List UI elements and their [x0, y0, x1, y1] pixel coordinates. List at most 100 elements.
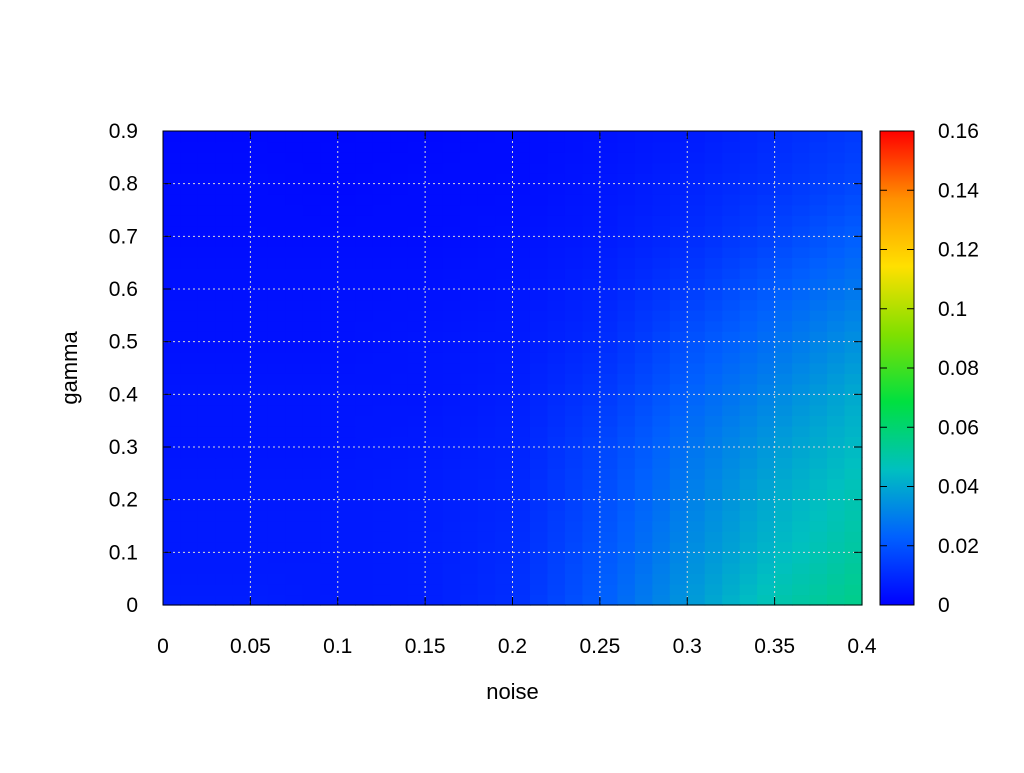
- heatmap-cell: [495, 594, 514, 606]
- heatmap-cell: [599, 594, 618, 606]
- heatmap-cell: [215, 331, 234, 343]
- heatmap-cell: [267, 373, 286, 385]
- x-tick-label: 0.15: [405, 635, 446, 658]
- heatmap-cell: [232, 489, 251, 501]
- heatmap-cell: [390, 204, 409, 216]
- heatmap-cell: [547, 562, 566, 574]
- heatmap-cell: [390, 152, 409, 164]
- heatmap-cell: [599, 562, 618, 574]
- heatmap-cell: [529, 320, 549, 332]
- heatmap-cell: [163, 162, 182, 174]
- heatmap-cell: [722, 267, 741, 280]
- heatmap-cell: [460, 204, 479, 216]
- heatmap-cell: [372, 447, 391, 459]
- heatmap-cell: [792, 267, 811, 280]
- heatmap-cell: [792, 152, 811, 164]
- heatmap-cell: [669, 204, 688, 216]
- heatmap-cell: [827, 289, 846, 301]
- heatmap-cell: [512, 278, 531, 290]
- heatmap-cell: [582, 531, 601, 543]
- heatmap-cell: [844, 552, 863, 564]
- heatmap-cell: [215, 510, 234, 522]
- heatmap-cell: [512, 436, 531, 448]
- heatmap-cell: [512, 594, 531, 606]
- heatmap-cell: [267, 541, 286, 553]
- heatmap-cell: [844, 510, 863, 522]
- heatmap-cell: [250, 489, 269, 501]
- heatmap-cell: [215, 236, 234, 248]
- heatmap-cell: [844, 299, 863, 311]
- heatmap-cell: [407, 499, 426, 511]
- heatmap-cell: [337, 510, 356, 522]
- heatmap-cell: [215, 594, 234, 606]
- heatmap-cell: [372, 489, 391, 501]
- heatmap-cell: [512, 141, 531, 153]
- heatmap-cell: [722, 152, 741, 164]
- heatmap-cell: [564, 215, 583, 227]
- heatmap-cell: [722, 289, 741, 301]
- heatmap-cell: [809, 362, 828, 374]
- heatmap-cell: [547, 415, 566, 427]
- heatmap-cell: [827, 531, 846, 543]
- heatmap-cell: [722, 183, 741, 195]
- heatmap-cell: [407, 194, 426, 206]
- heatmap-cell: [163, 583, 182, 596]
- heatmap-cell: [407, 289, 426, 301]
- heatmap-cell: [337, 204, 356, 216]
- heatmap-cell: [827, 331, 846, 343]
- heatmap-cell: [302, 447, 321, 459]
- heatmap-cell: [547, 225, 566, 237]
- heatmap-cell: [355, 383, 374, 395]
- heatmap-cell: [250, 194, 269, 206]
- heatmap-cell: [564, 267, 583, 280]
- heatmap-cell: [477, 267, 496, 280]
- heatmap-cell: [844, 520, 863, 532]
- heatmap-cell: [634, 510, 653, 522]
- heatmap-cell: [687, 320, 706, 332]
- heatmap-cell: [774, 436, 793, 448]
- heatmap-cell: [250, 573, 269, 585]
- heatmap-cell: [442, 425, 461, 438]
- heatmap-cell: [407, 425, 426, 438]
- heatmap-cell: [197, 510, 217, 522]
- heatmap-cell: [757, 583, 776, 596]
- heatmap-cell: [180, 257, 199, 269]
- heatmap-cell: [442, 373, 461, 385]
- heatmap-cell: [687, 246, 706, 258]
- heatmap-cell: [302, 457, 321, 469]
- heatmap-cell: [827, 425, 846, 438]
- heatmap-cell: [564, 499, 583, 511]
- heatmap-cell: [495, 246, 514, 258]
- heatmap-cell: [425, 246, 444, 258]
- heatmap-cell: [390, 468, 409, 480]
- heatmap-cell: [634, 552, 653, 564]
- heatmap-cell: [460, 310, 479, 322]
- heatmap-cell: [827, 510, 846, 522]
- heatmap-cell: [704, 278, 723, 290]
- heatmap-cell: [460, 468, 479, 480]
- heatmap-cell: [250, 373, 269, 385]
- heatmap-cell: [827, 194, 846, 206]
- heatmap-cell: [564, 152, 583, 164]
- heatmap-cell: [757, 499, 776, 511]
- heatmap-cell: [197, 404, 217, 416]
- heatmap-cell: [757, 162, 776, 174]
- heatmap-cell: [250, 299, 269, 311]
- heatmap-cell: [302, 225, 321, 237]
- heatmap-cell: [564, 415, 583, 427]
- heatmap-cell: [355, 531, 374, 543]
- heatmap-cell: [722, 373, 741, 385]
- heatmap-cell: [442, 510, 461, 522]
- heatmap-cell: [687, 573, 706, 585]
- heatmap-cell: [267, 457, 286, 469]
- heatmap-cell: [232, 362, 251, 374]
- heatmap-cell: [302, 183, 321, 195]
- heatmap-cell: [844, 204, 863, 216]
- heatmap-cell: [582, 299, 601, 311]
- heatmap-cell: [547, 278, 566, 290]
- heatmap-cell: [652, 425, 671, 438]
- heatmap-cell: [495, 573, 514, 585]
- heatmap-cell: [163, 425, 182, 438]
- heatmap-cell: [809, 267, 828, 280]
